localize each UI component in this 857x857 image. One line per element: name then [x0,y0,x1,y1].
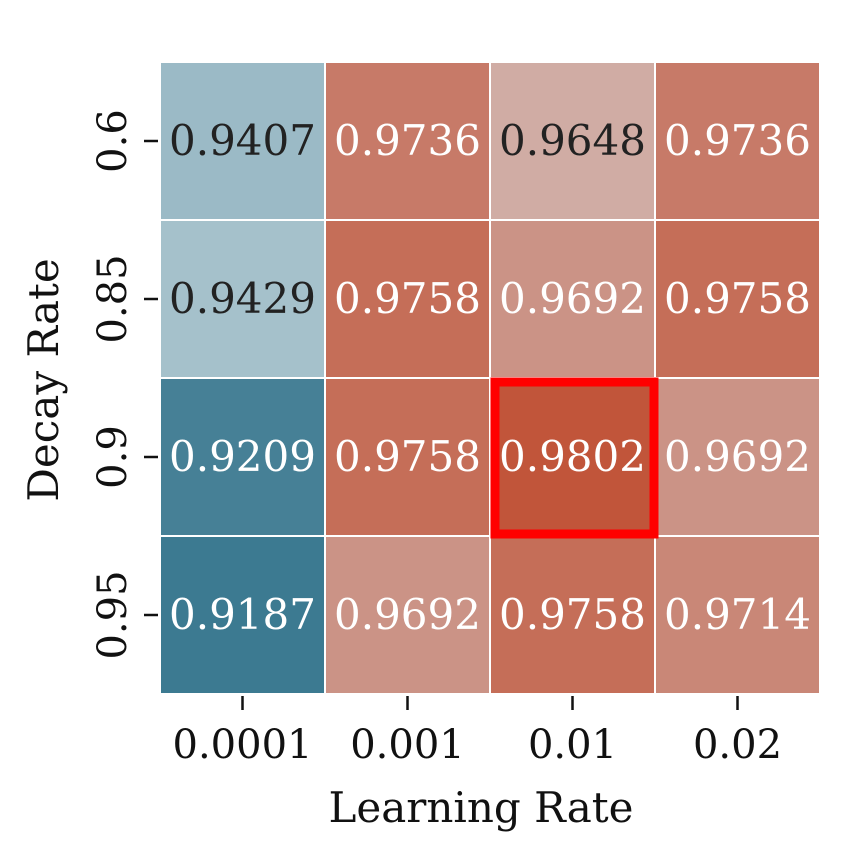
heatmap-cell-r1-c3 [656,221,819,377]
best-cell-highlight-box [490,377,659,539]
y-axis-label: Decay Rate [19,258,68,502]
y-tick-label-2: 0.9 [90,425,136,489]
x-tick-label-3: 0.02 [693,722,782,768]
cell-label-r2-c3: 0.9692 [664,432,811,481]
x-tick-label-0: 0.0001 [173,722,313,768]
heatmap-cell-r3-c1 [326,537,489,693]
cell-label-r0-c0: 0.9407 [169,116,316,165]
y-tick-label-1: 0.85 [90,254,136,343]
cell-label-r0-c2: 0.9648 [499,116,646,165]
heatmap-cells [161,63,819,693]
heatmap-cell-r3-c3 [656,537,819,693]
y-tick-label-0: 0.6 [90,109,136,173]
y-axis: 0.6 0.85 0.9 0.95 [90,109,158,660]
heatmap-cell-r0-c2 [491,63,654,219]
cell-label-r0-c1: 0.9736 [334,116,481,165]
heatmap-cell-r2-c3 [656,379,819,535]
heatmap-cell-r0-c0 [161,63,324,219]
heatmap-cell-r1-c2 [491,221,654,377]
x-tick-label-1: 0.001 [350,722,465,768]
cell-label-r2-c1: 0.9758 [334,432,481,481]
heatmap-cell-r3-c2 [491,537,654,693]
cell-label-r1-c1: 0.9758 [334,274,481,323]
cell-label-r3-c2: 0.9758 [499,590,646,639]
cell-label-r2-c0: 0.9209 [169,432,316,481]
heatmap-cell-r1-c0 [161,221,324,377]
heatmap-cell-r2-c0 [161,379,324,535]
cell-label-r2-c2: 0.9802 [499,432,646,481]
heatmap-cell-r1-c1 [326,221,489,377]
cell-label-r1-c3: 0.9758 [664,274,811,323]
heatmap-cell-r3-c0 [161,537,324,693]
heatmap-cell-r0-c3 [656,63,819,219]
x-tick-label-2: 0.01 [528,722,617,768]
x-axis-label: Learning Rate [329,783,634,832]
cell-label-r3-c3: 0.9714 [664,590,811,639]
highlight-layer [490,377,659,539]
x-axis: 0.0001 0.001 0.01 0.02 [173,696,782,768]
cell-label-r1-c0: 0.9429 [169,274,316,323]
heatmap-cell-r0-c1 [326,63,489,219]
heatmap-cell-r2-c1 [326,379,489,535]
heatmap-cell-r2-c2 [491,379,654,535]
y-tick-label-3: 0.95 [90,570,136,659]
heatmap-cell-labels: 0.9407 0.9736 0.9648 0.9736 0.9429 0.9758 0.96… [169,116,811,639]
cell-label-r3-c1: 0.9692 [334,590,481,639]
cell-label-r3-c0: 0.9187 [169,590,316,639]
cell-label-r0-c3: 0.9736 [664,116,811,165]
cell-label-r1-c2: 0.9692 [499,274,646,323]
